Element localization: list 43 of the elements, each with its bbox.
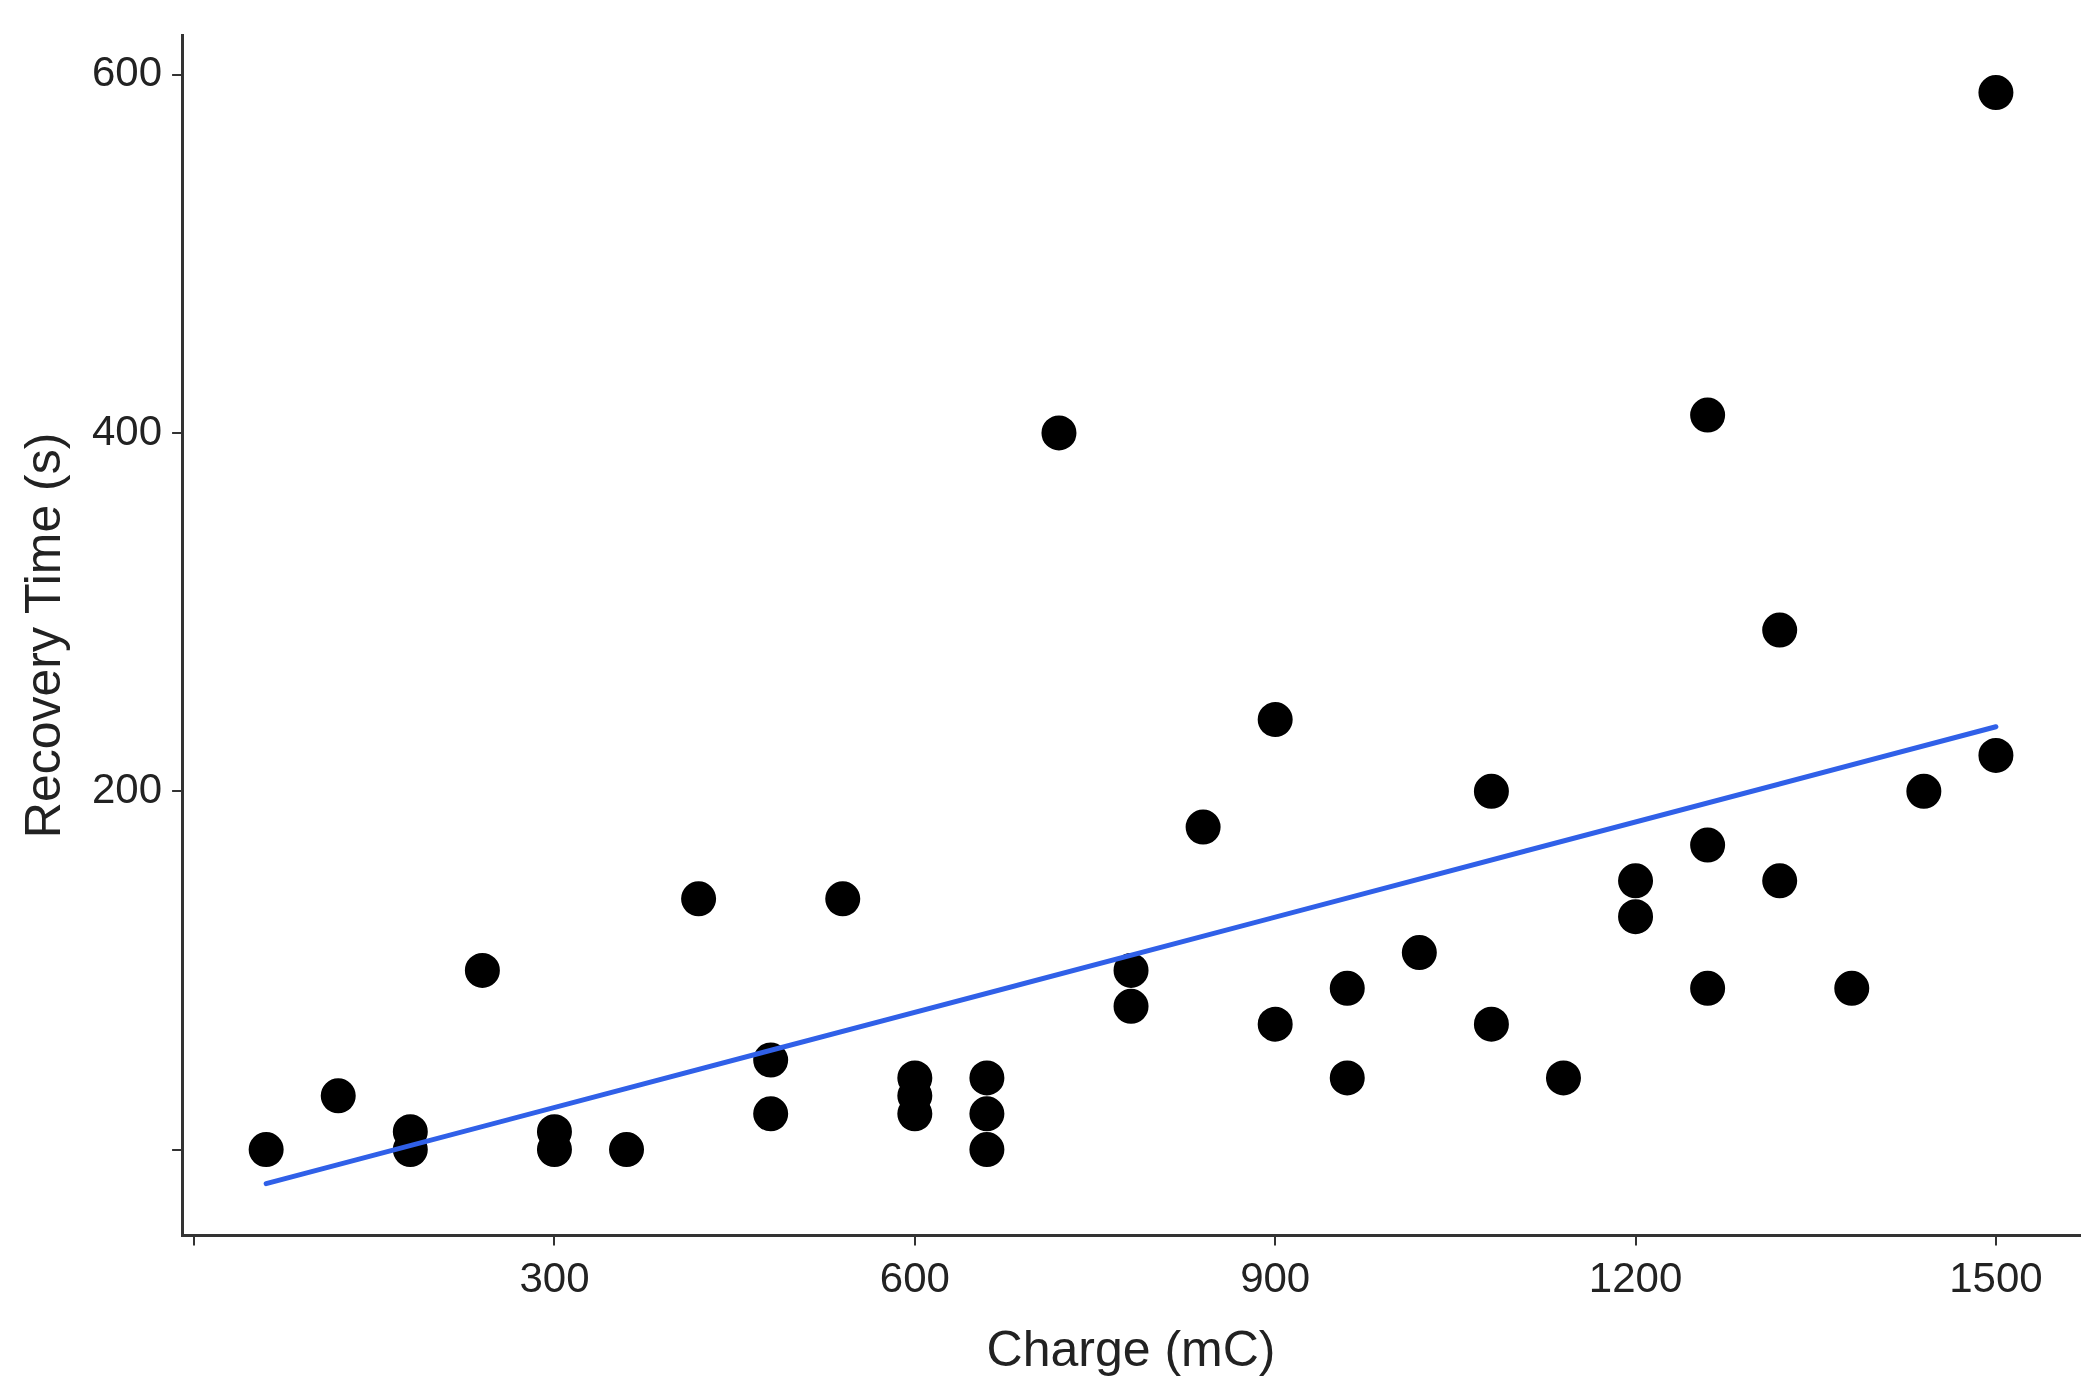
- y-tick-label: 400: [92, 406, 163, 454]
- point: [1473, 773, 1509, 809]
- point: [464, 952, 500, 988]
- point: [1618, 899, 1654, 935]
- point: [1834, 970, 1870, 1006]
- point: [609, 1132, 645, 1168]
- point: [1762, 863, 1798, 899]
- point: [1978, 737, 2014, 773]
- point: [1329, 970, 1365, 1006]
- point: [320, 1078, 356, 1114]
- point: [1041, 415, 1077, 451]
- point: [969, 1132, 1005, 1168]
- y-axis-title: Recovery Time (s): [14, 432, 71, 839]
- point: [969, 1096, 1005, 1132]
- y-tick-label: 600: [92, 48, 163, 96]
- point: [753, 1096, 789, 1132]
- point: [1690, 827, 1726, 863]
- point: [1978, 75, 2014, 111]
- point: [1690, 397, 1726, 433]
- point: [969, 1060, 1005, 1096]
- point: [1690, 970, 1726, 1006]
- point: [1185, 809, 1221, 845]
- x-tick-label: 300: [519, 1254, 590, 1302]
- point: [248, 1132, 284, 1168]
- point: [1545, 1060, 1581, 1096]
- point: [1473, 1006, 1509, 1042]
- point: [1329, 1060, 1365, 1096]
- x-tick-label: 900: [1240, 1254, 1311, 1302]
- point: [1257, 702, 1293, 738]
- point: [1618, 863, 1654, 899]
- point: [1257, 1006, 1293, 1042]
- point: [1762, 612, 1798, 648]
- point: [825, 881, 861, 917]
- x-tick-label: 1200: [1588, 1254, 1683, 1302]
- point: [1113, 988, 1149, 1024]
- x-axis-title: Charge (mC): [986, 1320, 1276, 1377]
- y-tick-label: 200: [92, 764, 163, 812]
- x-tick-label: 1500: [1949, 1254, 2043, 1302]
- point: [1906, 773, 1942, 809]
- point: [1401, 935, 1437, 971]
- point: [681, 881, 717, 917]
- point: [1113, 952, 1149, 988]
- x-tick-label: 600: [879, 1254, 950, 1302]
